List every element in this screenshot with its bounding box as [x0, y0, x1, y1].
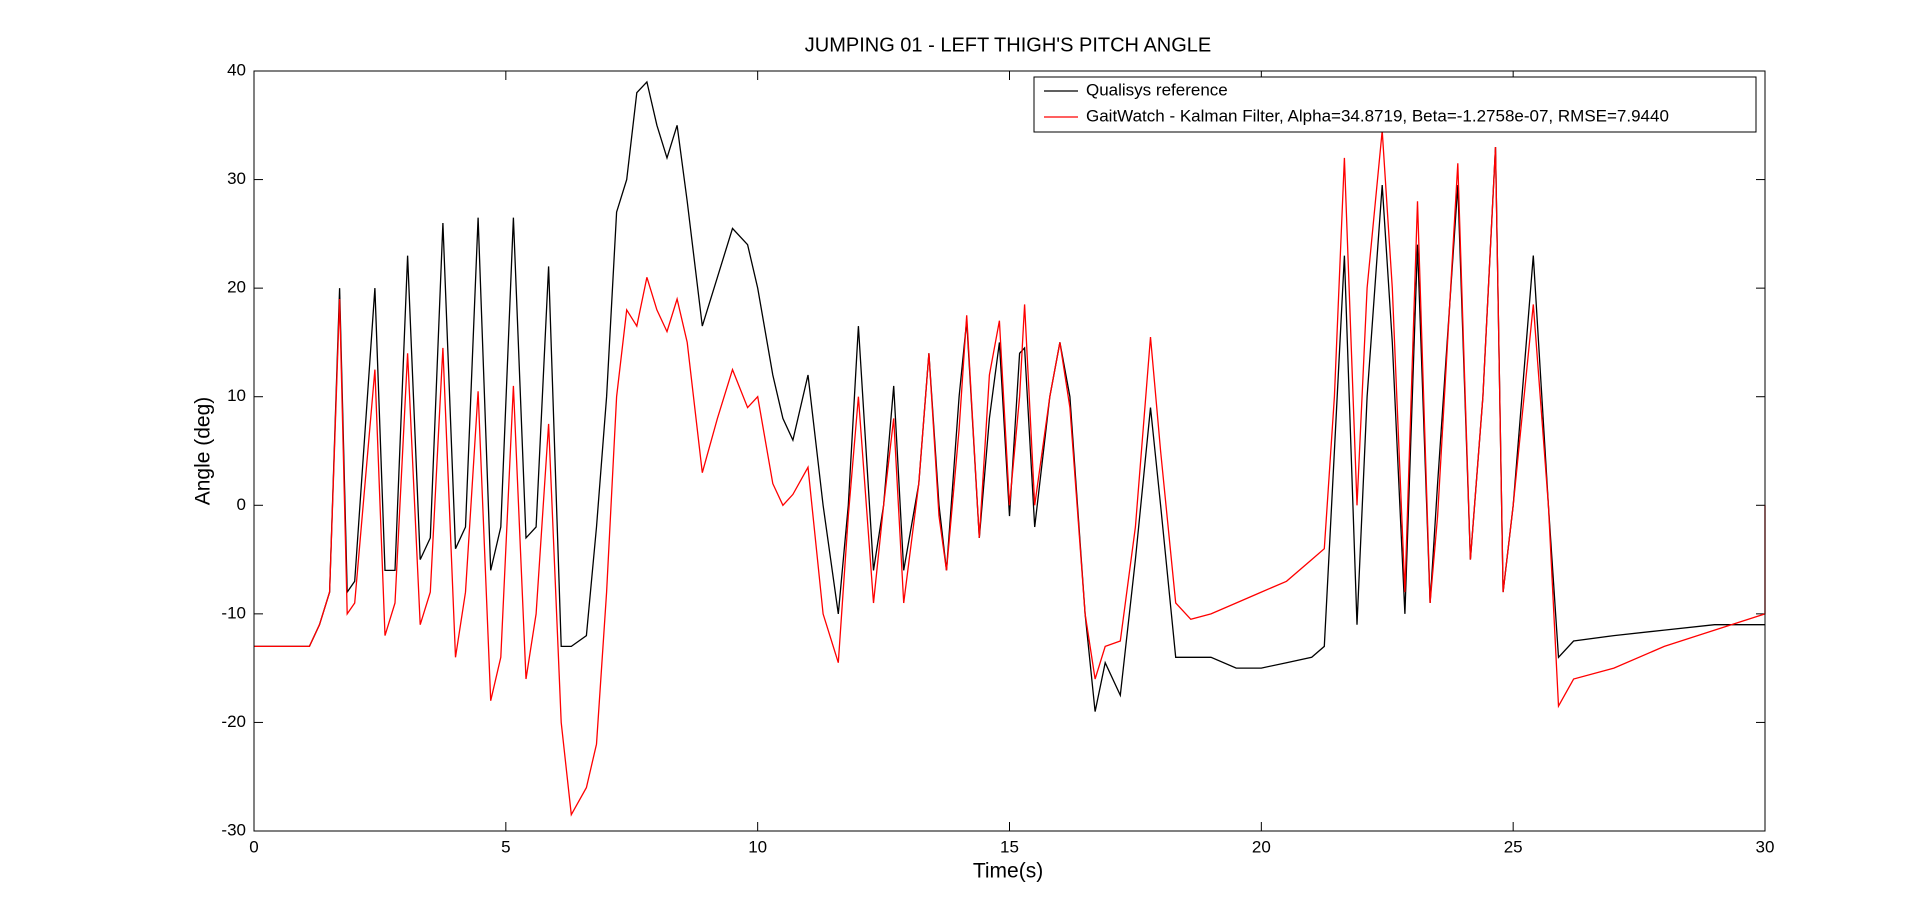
x-tick-label: 20 — [1252, 837, 1271, 856]
y-tick-label: 10 — [227, 386, 246, 405]
chart-title: JUMPING 01 - LEFT THIGH'S PITCH ANGLE — [805, 34, 1212, 56]
data-line — [254, 130, 1766, 817]
y-tick-label: 0 — [237, 495, 246, 514]
y-tick-label: -30 — [221, 820, 246, 839]
x-tick-label: 25 — [1504, 837, 1523, 856]
legend-label: Qualisys reference — [1086, 80, 1228, 99]
x-axis-label: Time(s) — [973, 860, 1043, 883]
x-tick-label: 15 — [1000, 837, 1019, 856]
y-tick-label: 30 — [227, 169, 246, 188]
y-axis-label: Angle (deg) — [192, 397, 215, 506]
plot-area — [254, 71, 1765, 831]
legend-box — [1033, 76, 1757, 133]
y-tick-label: -20 — [221, 712, 246, 731]
x-tick-label: 0 — [249, 837, 258, 856]
y-tick-label: -10 — [221, 603, 246, 622]
y-tick-label: 40 — [227, 60, 246, 79]
x-tick-label: 30 — [1756, 837, 1775, 856]
y-tick-label: 20 — [227, 278, 246, 297]
x-tick-label: 5 — [501, 837, 510, 856]
x-tick-label: 10 — [748, 837, 767, 856]
legend-label: GaitWatch - Kalman Filter, Alpha=34.8719… — [1086, 106, 1669, 125]
axes-box — [253, 70, 1766, 832]
